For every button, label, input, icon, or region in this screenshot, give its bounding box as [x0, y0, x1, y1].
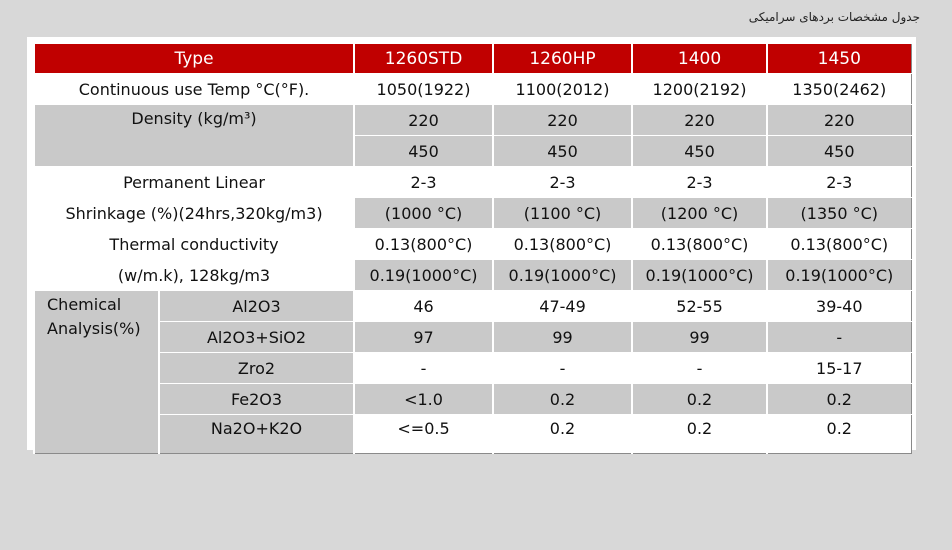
cell: 15-17 [766, 352, 912, 384]
cell: 0.2 [631, 383, 768, 415]
table-row: Na2O+K2O <=0.5 0.2 0.2 0.2 [34, 414, 912, 454]
cell: 220 [492, 104, 633, 136]
cell: 99 [492, 321, 633, 353]
header-col: 1400 [631, 43, 768, 74]
cell: 0.2 [492, 383, 633, 415]
cell: 39-40 [766, 290, 912, 322]
table-row: Density (kg/m³) 220 220 220 220 [32, 104, 912, 167]
chemical-label: Chemical Analysis(%) [33, 290, 159, 454]
cell: 220 [766, 104, 912, 136]
table-row: Fe2O3 <1.0 0.2 0.2 0.2 [34, 383, 912, 415]
cell: 2-3 [766, 166, 912, 198]
cell: (1350 °C) [766, 197, 912, 229]
row-label: Continuous use Temp °C(°F). [32, 73, 355, 105]
cell: (1000 °C) [353, 197, 494, 229]
chemical-label-line2: Analysis(%) [47, 319, 141, 338]
spec-card: Type 1260STD 1260HP 1400 1450 Continuous… [27, 37, 916, 454]
cell: 99 [631, 321, 768, 353]
cell: 2-3 [492, 166, 633, 198]
cell: 0.2 [492, 414, 633, 454]
table-row: Shrinkage (%)(24hrs,320kg/m3) (1000 °C) … [32, 197, 912, 229]
table-row: 450 450 450 450 [34, 135, 912, 167]
cell: 0.13(800°C) [631, 228, 768, 260]
cell: 450 [766, 135, 912, 167]
cell: 0.13(800°C) [492, 228, 633, 260]
cell: 0.2 [631, 414, 768, 454]
cell: 2-3 [631, 166, 768, 198]
cell: 47-49 [492, 290, 633, 322]
cell: 450 [631, 135, 768, 167]
cell: 97 [353, 321, 494, 353]
header-col: 1450 [766, 43, 912, 74]
cell: <=0.5 [353, 414, 494, 454]
cell: 220 [631, 104, 768, 136]
cell: 1050(1922) [353, 73, 494, 105]
cell: - [631, 352, 768, 384]
table-row: Continuous use Temp °C(°F). 1050(1922) 1… [32, 73, 912, 105]
cell: 0.19(1000°C) [492, 259, 633, 291]
table-row: Thermal conductivity 0.13(800°C) 0.13(80… [32, 228, 912, 260]
cell: 0.19(1000°C) [631, 259, 768, 291]
cell: (1100 °C) [492, 197, 633, 229]
table-row: Permanent Linear 2-3 2-3 2-3 2-3 [32, 166, 912, 198]
row-label: Density (kg/m³) [32, 104, 355, 167]
cell: 1200(2192) [631, 73, 768, 105]
cell: 220 [353, 104, 494, 136]
spec-table: Type 1260STD 1260HP 1400 1450 Continuous… [32, 43, 912, 454]
row-label: Thermal conductivity [32, 228, 355, 260]
cell: 450 [492, 135, 633, 167]
cell: 0.19(1000°C) [353, 259, 494, 291]
chemical-label-line1: Chemical [47, 295, 122, 314]
cell: (1200 °C) [631, 197, 768, 229]
header-col: 1260HP [492, 43, 633, 74]
cell: 450 [353, 135, 494, 167]
cell: - [492, 352, 633, 384]
cell: 1350(2462) [766, 73, 912, 105]
item-name: Zro2 [157, 352, 355, 384]
row-label: Shrinkage (%)(24hrs,320kg/m3) [32, 197, 355, 229]
header-col: 1260STD [353, 43, 494, 74]
item-name: Na2O+K2O [157, 414, 355, 454]
cell: 0.13(800°C) [766, 228, 912, 260]
cell: 2-3 [353, 166, 494, 198]
cell: - [353, 352, 494, 384]
table-row: Zro2 - - - 15-17 [34, 352, 912, 384]
table-row: Chemical Analysis(%) Al2O3 46 47-49 52-55… [33, 290, 912, 454]
cell: - [766, 321, 912, 353]
cell: 0.2 [766, 414, 912, 454]
caption: جدول مشخصات بردهای سرامیکی [748, 10, 920, 24]
header-type: Type [32, 43, 355, 74]
cell: 1100(2012) [492, 73, 633, 105]
item-name: Al2O3+SiO2 [157, 321, 355, 353]
cell: 46 [353, 290, 494, 322]
table-row: Al2O3+SiO2 97 99 99 - [34, 321, 912, 353]
row-label: (w/m.k), 128kg/m3 [32, 259, 355, 291]
row-label: Permanent Linear [32, 166, 355, 198]
cell: <1.0 [353, 383, 494, 415]
table-row: (w/m.k), 128kg/m3 0.19(1000°C) 0.19(1000… [32, 259, 912, 291]
cell: 0.19(1000°C) [766, 259, 912, 291]
cell: 52-55 [631, 290, 768, 322]
cell: 0.13(800°C) [353, 228, 494, 260]
header-row: Type 1260STD 1260HP 1400 1450 [32, 43, 912, 74]
item-name: Al2O3 [157, 290, 355, 322]
item-name: Fe2O3 [157, 383, 355, 415]
cell: 0.2 [766, 383, 912, 415]
